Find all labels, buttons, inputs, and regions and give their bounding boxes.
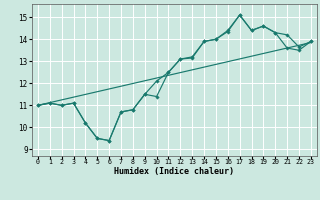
X-axis label: Humidex (Indice chaleur): Humidex (Indice chaleur) — [115, 167, 234, 176]
